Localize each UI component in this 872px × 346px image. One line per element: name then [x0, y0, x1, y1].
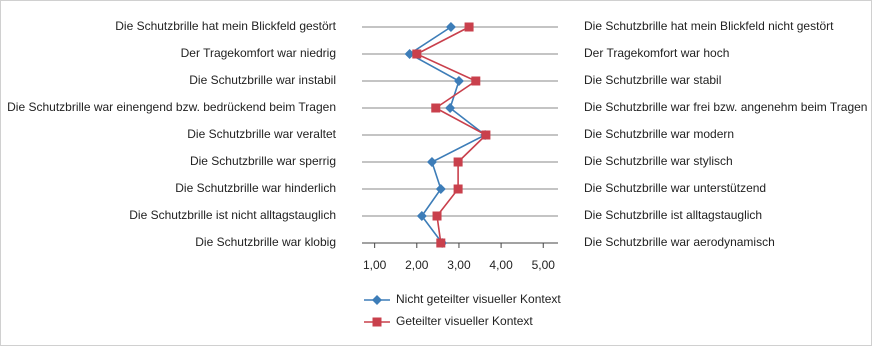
data-point — [432, 211, 442, 221]
data-point — [471, 76, 481, 86]
right-label: Die Schutzbrille war stylisch — [584, 154, 733, 168]
data-point — [416, 211, 427, 221]
data-point — [426, 157, 437, 167]
left-label: Die Schutzbrille ist nicht alltagstaugli… — [129, 208, 336, 222]
data-point — [445, 103, 456, 113]
x-tick-label: 3,00 — [447, 258, 471, 272]
data-point — [404, 49, 415, 59]
data-point — [435, 184, 446, 194]
x-tick-label: 5,00 — [532, 258, 556, 272]
right-label: Die Schutzbrille war aerodynamisch — [584, 235, 775, 249]
left-label: Die Schutzbrille war einengend bzw. bedr… — [7, 100, 336, 114]
data-point — [453, 184, 463, 194]
legend-marker — [372, 317, 382, 327]
data-point — [464, 22, 474, 32]
left-label: Die Schutzbrille war sperrig — [190, 154, 336, 168]
right-label: Die Schutzbrille war frei bzw. angenehm … — [584, 100, 867, 114]
right-label: Die Schutzbrille war unterstützend — [584, 181, 766, 195]
right-label: Der Tragekomfort war hoch — [584, 46, 729, 60]
x-tick-label: 4,00 — [489, 258, 513, 272]
data-point — [445, 22, 456, 32]
left-label: Die Schutzbrille war veraltet — [187, 127, 336, 141]
left-label: Die Schutzbrille war klobig — [195, 235, 336, 249]
data-point — [431, 103, 441, 113]
legend-marker — [372, 295, 382, 305]
right-label: Die Schutzbrille war modern — [584, 127, 734, 141]
data-point — [453, 157, 463, 167]
legend-label: Geteilter visueller Kontext — [396, 314, 533, 328]
left-label: Die Schutzbrille hat mein Blickfeld gest… — [115, 19, 336, 33]
right-label: Die Schutzbrille hat mein Blickfeld nich… — [584, 19, 834, 33]
left-label: Der Tragekomfort war niedrig — [181, 46, 336, 60]
legend-label: Nicht geteilter visueller Kontext — [396, 292, 561, 306]
data-point — [412, 49, 422, 59]
left-label: Die Schutzbrille war instabil — [189, 73, 336, 87]
right-label: Die Schutzbrille war stabil — [584, 73, 721, 87]
left-label: Die Schutzbrille war hinderlich — [175, 181, 336, 195]
x-tick-label: 2,00 — [405, 258, 429, 272]
data-point — [436, 238, 446, 248]
right-label: Die Schutzbrille ist alltagstauglich — [584, 208, 762, 222]
data-point — [453, 76, 464, 86]
x-tick-label: 1,00 — [363, 258, 387, 272]
data-point — [481, 130, 491, 140]
